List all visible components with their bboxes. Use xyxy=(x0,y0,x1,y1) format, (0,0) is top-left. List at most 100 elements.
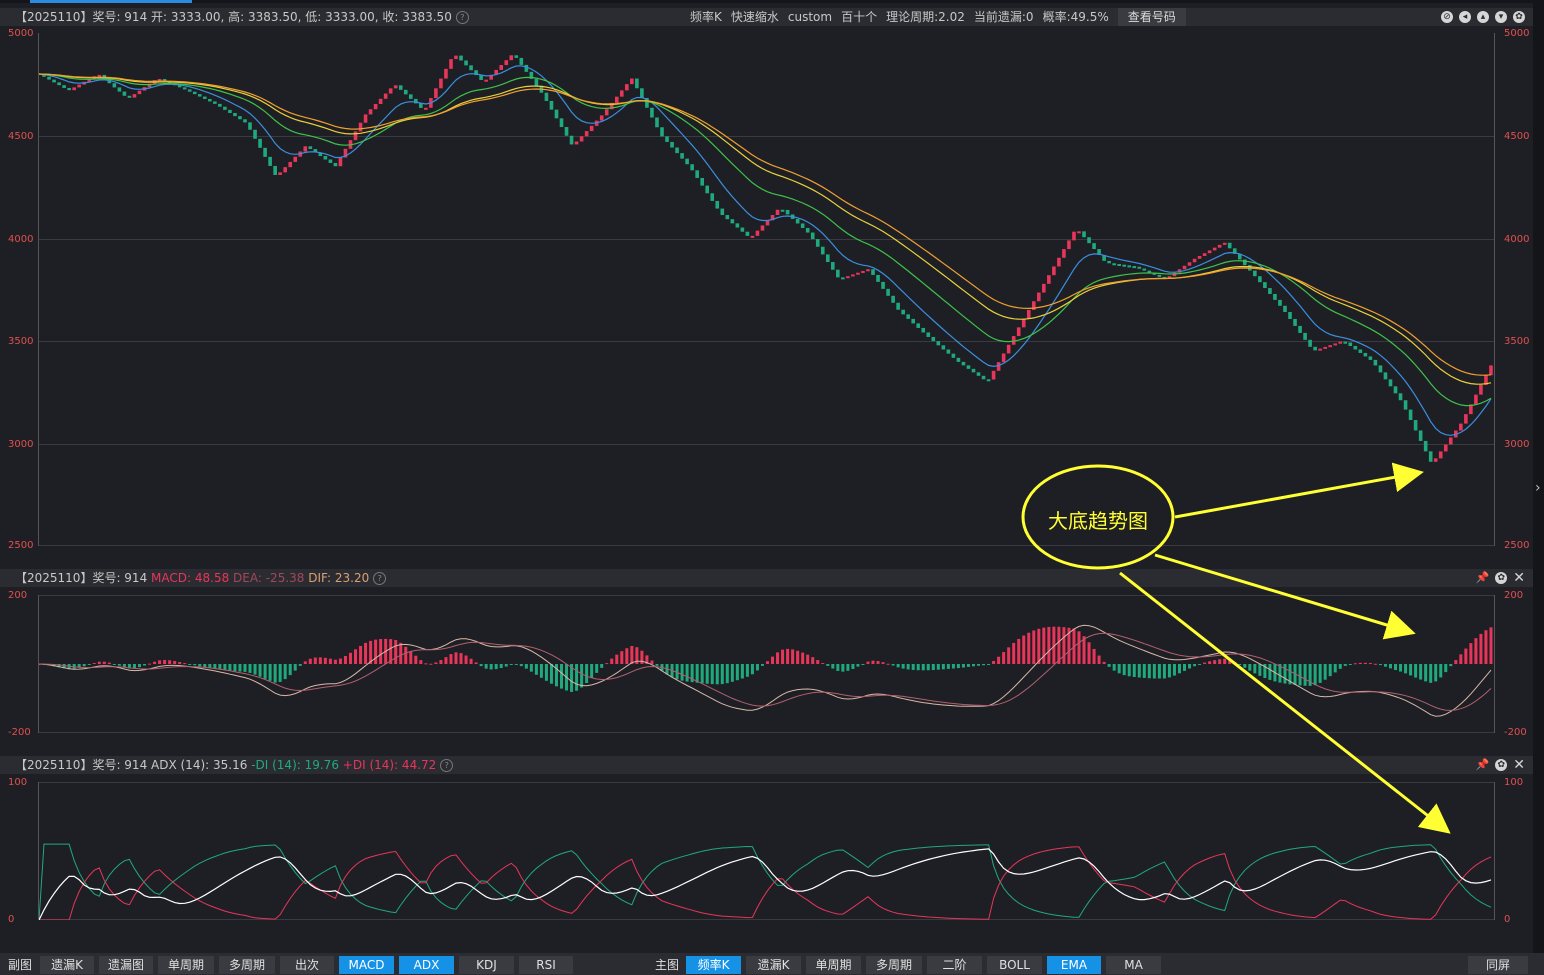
up-icon[interactable]: ▴ xyxy=(1477,11,1489,23)
tab-multi-period-main[interactable]: 多周期 xyxy=(866,956,922,974)
tab-macd[interactable]: MACD xyxy=(339,956,394,974)
gear-icon[interactable]: ✿ xyxy=(1495,759,1508,771)
macd-bar xyxy=(203,664,207,668)
tab-omission-k[interactable]: 遗漏K xyxy=(40,956,94,974)
macd-bar xyxy=(936,664,940,670)
macd-bar xyxy=(449,654,453,664)
fullscreen-button[interactable]: 同屏 xyxy=(1468,956,1528,974)
candle xyxy=(519,57,524,65)
candle xyxy=(891,295,895,303)
candle xyxy=(318,152,323,157)
macd-bar xyxy=(896,664,900,668)
close-icon[interactable]: ✕ xyxy=(1513,570,1525,586)
adx-chart-area[interactable] xyxy=(38,782,1495,920)
tab-omission-k-main[interactable]: 遗漏K xyxy=(746,956,801,974)
tab-single-period-main[interactable]: 单周期 xyxy=(806,956,861,974)
tab-kdj[interactable]: KDJ xyxy=(459,956,514,974)
macd-bar xyxy=(218,664,222,670)
candle xyxy=(1052,266,1056,276)
settings-icon[interactable]: ⊘ xyxy=(1441,11,1453,23)
candle xyxy=(861,270,865,273)
candle xyxy=(1142,268,1147,271)
candle xyxy=(685,158,689,165)
down-icon[interactable]: ▾ xyxy=(1495,11,1507,23)
macd-bar xyxy=(650,660,654,664)
candle xyxy=(499,65,504,70)
gridline xyxy=(39,341,1494,342)
active-tab-indicator xyxy=(30,0,192,3)
toolbar-item-2[interactable]: custom xyxy=(787,10,833,24)
macd-bar xyxy=(529,664,533,672)
tab-frequency-k[interactable]: 频率K xyxy=(686,956,741,974)
help-icon[interactable]: ? xyxy=(440,759,454,772)
gear-icon[interactable]: ✿ xyxy=(1513,11,1525,23)
macd-bar xyxy=(107,662,111,664)
pin-icon[interactable]: 📌 xyxy=(1475,571,1490,584)
macd-bar xyxy=(680,664,684,681)
tab-ma[interactable]: MA xyxy=(1106,956,1161,974)
macd-bar xyxy=(1052,626,1056,664)
macd-bar xyxy=(509,664,513,665)
macd-bar xyxy=(635,647,639,664)
candle xyxy=(690,164,694,171)
candle xyxy=(1313,346,1317,351)
candle xyxy=(795,218,800,224)
macd-bar xyxy=(1077,631,1081,664)
tab-occurrences[interactable]: 出次 xyxy=(280,956,334,974)
main-pane-icons: ⊘ ◂ ▴ ▾ ✿ xyxy=(1441,8,1525,26)
macd-bar xyxy=(771,656,775,664)
candle xyxy=(916,323,921,328)
tab-rsi[interactable]: RSI xyxy=(519,956,573,974)
macd-bar xyxy=(328,658,332,664)
gear-icon[interactable]: ✿ xyxy=(1495,572,1508,584)
candle xyxy=(635,78,639,89)
annotation-label: 大底趋势图 xyxy=(1048,509,1148,533)
macd-bar xyxy=(987,664,991,665)
candle xyxy=(831,262,835,270)
macd-bar xyxy=(1082,636,1086,664)
candle xyxy=(670,141,674,148)
macd-bar xyxy=(866,661,870,664)
back-icon[interactable]: ◂ xyxy=(1459,11,1471,23)
toolbar-item-0[interactable]: 频率K xyxy=(690,10,722,24)
tab-boll[interactable]: BOLL xyxy=(987,956,1042,974)
macd-bar xyxy=(1353,663,1357,665)
candle xyxy=(730,219,735,224)
candle xyxy=(675,147,679,154)
tab-omission-chart[interactable]: 遗漏图 xyxy=(99,956,153,974)
help-icon[interactable]: ? xyxy=(373,572,387,585)
main-chart-area[interactable] xyxy=(38,33,1495,546)
chevron-right-icon[interactable]: › xyxy=(1535,480,1541,496)
tab-ema[interactable]: EMA xyxy=(1047,956,1101,974)
candle xyxy=(1358,349,1363,353)
candle xyxy=(604,109,609,116)
ema-slowest-line xyxy=(39,73,1492,376)
candle xyxy=(901,309,905,315)
tab-single-period[interactable]: 单周期 xyxy=(158,956,214,974)
view-numbers-button[interactable]: 查看号码 xyxy=(1117,8,1186,26)
macd-chart-area[interactable] xyxy=(38,595,1495,733)
y-tick: 4500 xyxy=(8,131,34,142)
toolbar-item-1[interactable]: 快速缩水 xyxy=(730,10,779,24)
macd-bar xyxy=(1323,664,1327,680)
dif-value: DIF: 23.20 xyxy=(308,571,370,585)
help-icon[interactable]: ? xyxy=(455,11,469,24)
tab-second-order[interactable]: 二阶 xyxy=(927,956,982,974)
candle xyxy=(278,172,282,175)
macd-bar xyxy=(168,660,172,664)
macd-bar xyxy=(906,664,910,670)
candle xyxy=(42,74,46,77)
macd-bar xyxy=(1343,664,1347,666)
candle xyxy=(1459,423,1463,431)
close-icon[interactable]: ✕ xyxy=(1513,757,1525,773)
toolbar-item-3[interactable]: 百十个 xyxy=(841,10,878,24)
candle xyxy=(1222,242,1227,245)
tab-adx[interactable]: ADX xyxy=(399,956,454,974)
macd-bar xyxy=(183,663,187,665)
pin-icon[interactable]: 📌 xyxy=(1475,758,1490,771)
macd-bar xyxy=(1383,664,1387,667)
tab-multi-period[interactable]: 多周期 xyxy=(219,956,275,974)
candle xyxy=(393,85,398,89)
macd-bar xyxy=(137,664,141,668)
macd-bar xyxy=(464,655,468,664)
